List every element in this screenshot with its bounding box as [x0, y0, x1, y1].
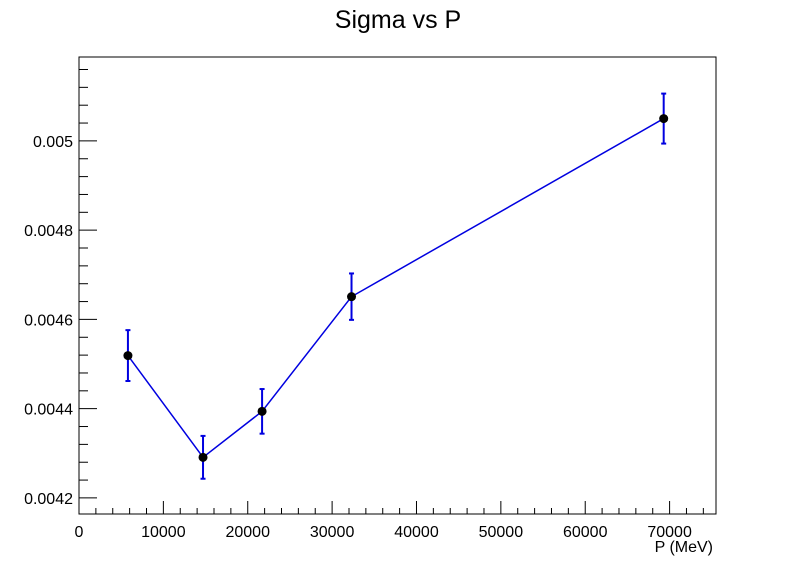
x-tick-label: 30000 [310, 524, 355, 541]
x-tick-label: 60000 [563, 524, 608, 541]
x-tick-label: 10000 [141, 524, 186, 541]
data-point [659, 114, 669, 124]
data-series [123, 92, 669, 480]
data-point [347, 292, 357, 302]
chart-title: Sigma vs P [335, 6, 461, 34]
plot-frame [78, 56, 717, 515]
y-tick-label: 0.0044 [24, 402, 73, 419]
y-tick-label: 0.0042 [24, 491, 73, 508]
x-axis-label: P (MeV) [655, 539, 713, 556]
x-tick-label: 70000 [647, 524, 692, 541]
x-tick-label: 0 [75, 524, 84, 541]
x-tick-label: 50000 [479, 524, 524, 541]
x-tick-label: 20000 [225, 524, 270, 541]
x-axis: 0 10000 20000 30000 40000 50000 60000 70000 [75, 501, 704, 541]
y-axis: 0.0042 0.0044 0.0046 0.0048 0.005 [24, 68, 97, 508]
y-tick-label: 0.005 [33, 134, 73, 151]
y-tick-label: 0.0046 [24, 312, 73, 329]
y-tick-label: 0.0048 [24, 223, 73, 240]
x-tick-label: 40000 [394, 524, 439, 541]
data-point [198, 452, 208, 462]
data-point [257, 406, 267, 416]
data-point [123, 351, 133, 361]
